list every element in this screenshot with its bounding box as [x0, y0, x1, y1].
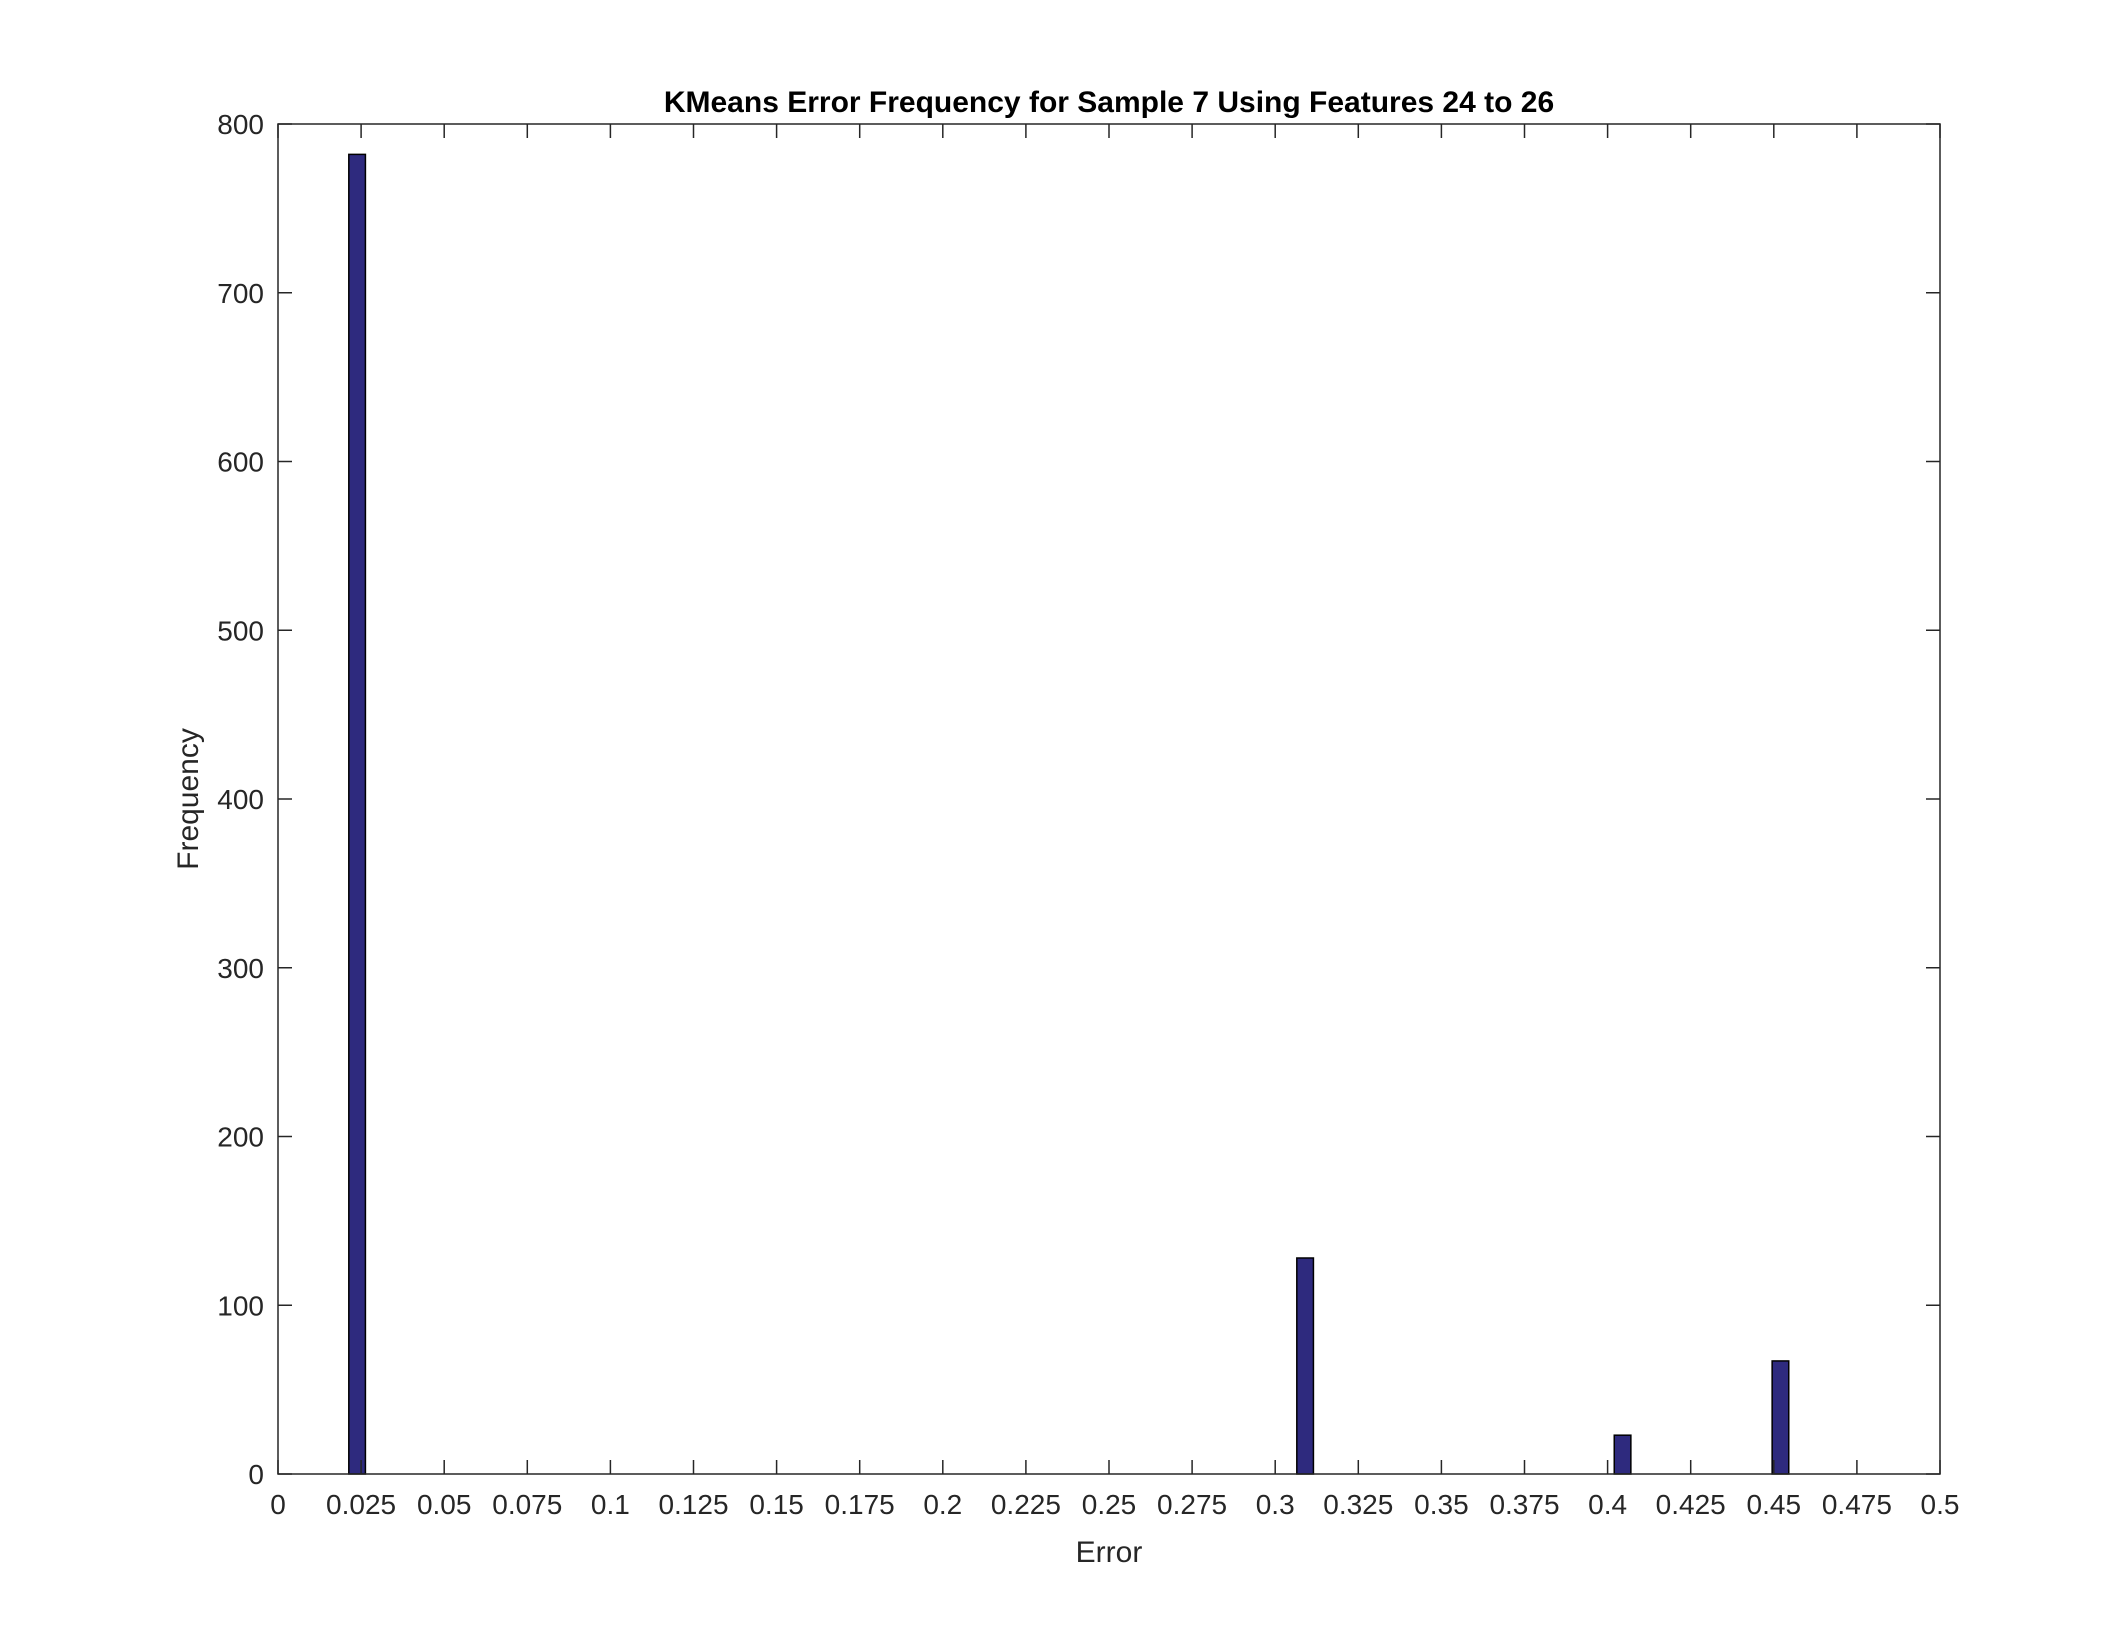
x-tick-label: 0.15: [749, 1489, 804, 1520]
y-tick-label: 600: [217, 447, 264, 478]
x-tick-label: 0.325: [1323, 1489, 1393, 1520]
x-tick-label: 0: [270, 1489, 286, 1520]
x-tick-label: 0.125: [658, 1489, 728, 1520]
y-tick-label: 300: [217, 953, 264, 984]
x-tick-label: 0.25: [1082, 1489, 1137, 1520]
y-tick-label: 800: [217, 109, 264, 140]
histogram-bar-3: [1771, 1360, 1790, 1475]
histogram-bar-2: [1613, 1434, 1632, 1475]
x-tick-label: 0.3: [1256, 1489, 1295, 1520]
x-axis-title: Error: [1076, 1536, 1143, 1569]
y-tick-label: 400: [217, 784, 264, 815]
y-tick-label: 500: [217, 615, 264, 646]
x-tick-label: 0.075: [492, 1489, 562, 1520]
y-axis-title: Frequency: [172, 728, 205, 870]
y-tick-label: 200: [217, 1122, 264, 1153]
x-tick-label: 0.5: [1921, 1489, 1960, 1520]
histogram-bar-0: [348, 153, 367, 1475]
x-tick-label: 0.225: [991, 1489, 1061, 1520]
plot-frame: [277, 123, 1941, 1475]
x-tick-label: 0.2: [923, 1489, 962, 1520]
ticks-layer: 0 0.025 0.05 0.075 0.1 0.125 0.15 0.175 0.2 0.225…: [217, 109, 1959, 1520]
histogram-bar-1: [1296, 1257, 1315, 1475]
x-tick-label: 0.375: [1489, 1489, 1559, 1520]
x-tick-label: 0.425: [1656, 1489, 1726, 1520]
x-tick-label: 0.025: [326, 1489, 396, 1520]
x-tick-label: 0.4: [1588, 1489, 1627, 1520]
x-tick-label: 0.05: [417, 1489, 472, 1520]
x-tick-label: 0.275: [1157, 1489, 1227, 1520]
y-tick-label: 100: [217, 1290, 264, 1321]
x-tick-label: 0.175: [825, 1489, 895, 1520]
x-tick-label: 0.475: [1822, 1489, 1892, 1520]
y-tick-label: 700: [217, 278, 264, 309]
bars-layer: [348, 153, 1790, 1475]
x-tick-label: 0.35: [1414, 1489, 1469, 1520]
y-tick-label: 0: [248, 1459, 264, 1490]
chart-title: KMeans Error Frequency for Sample 7 Usin…: [664, 86, 1554, 119]
x-tick-label: 0.45: [1747, 1489, 1802, 1520]
x-tick-label: 0.1: [591, 1489, 630, 1520]
